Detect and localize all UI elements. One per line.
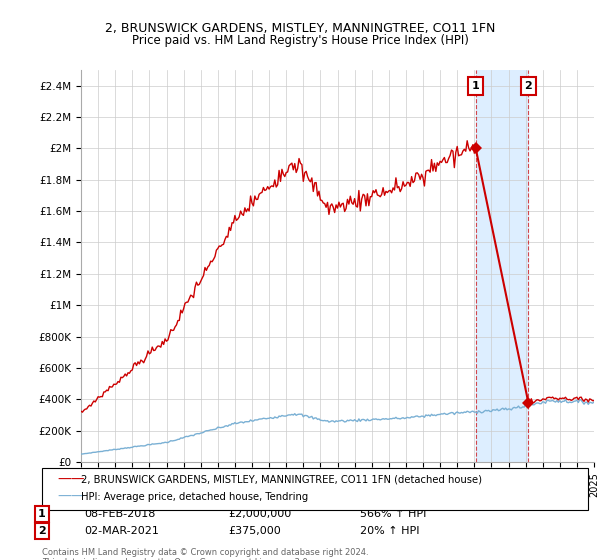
Text: 08-FEB-2018: 08-FEB-2018 (84, 509, 155, 519)
Bar (476, 70, 529, 462)
Text: Contains HM Land Registry data © Crown copyright and database right 2024.
This d: Contains HM Land Registry data © Crown c… (42, 548, 368, 560)
Text: 1: 1 (472, 81, 479, 91)
Text: ——: —— (57, 489, 85, 504)
Text: Price paid vs. HM Land Registry's House Price Index (HPI): Price paid vs. HM Land Registry's House … (131, 34, 469, 46)
Text: 2, BRUNSWICK GARDENS, MISTLEY, MANNINGTREE, CO11 1FN (detached house): 2, BRUNSWICK GARDENS, MISTLEY, MANNINGTR… (81, 475, 482, 485)
Text: £2,000,000: £2,000,000 (228, 509, 291, 519)
Text: 2: 2 (38, 526, 46, 536)
Text: 20% ↑ HPI: 20% ↑ HPI (360, 526, 419, 536)
Text: 1: 1 (38, 509, 46, 519)
Text: 566% ↑ HPI: 566% ↑ HPI (360, 509, 427, 519)
Text: 2: 2 (524, 81, 532, 91)
Text: £375,000: £375,000 (228, 526, 281, 536)
Text: 2, BRUNSWICK GARDENS, MISTLEY, MANNINGTREE, CO11 1FN: 2, BRUNSWICK GARDENS, MISTLEY, MANNINGTR… (105, 22, 495, 35)
Text: ——: —— (57, 473, 85, 487)
Text: 02-MAR-2021: 02-MAR-2021 (84, 526, 159, 536)
Text: HPI: Average price, detached house, Tendring: HPI: Average price, detached house, Tend… (81, 492, 308, 502)
